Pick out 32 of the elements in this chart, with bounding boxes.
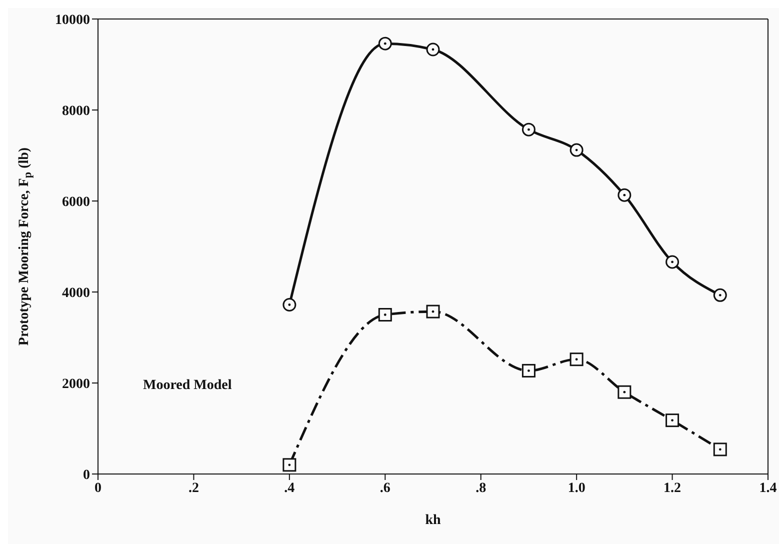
y-tick-label: 10000: [55, 12, 90, 28]
point: [522, 364, 536, 378]
point: [378, 36, 392, 50]
y-tick-label: 8000: [62, 104, 90, 119]
y-tick-label: 6000: [62, 194, 90, 210]
x-tick-label: 1.4: [759, 480, 777, 496]
x-tick-label: 0: [94, 480, 102, 496]
x-tick-label: 1.0: [568, 480, 586, 496]
point: [282, 298, 296, 312]
point: [618, 385, 632, 399]
annotation: Moored Model: [143, 378, 232, 394]
point: [522, 122, 536, 136]
point: [713, 442, 727, 456]
x-axis-title: kh: [425, 513, 441, 528]
point: [666, 255, 680, 269]
point: [570, 143, 584, 157]
y-tick-label: 4000: [62, 286, 90, 301]
y-tick-label: 0: [83, 468, 90, 483]
y-tick-label: 2000: [62, 376, 90, 392]
x-tick-label: .4: [284, 480, 295, 496]
x-tick-label: .6: [380, 480, 390, 496]
point: [426, 304, 440, 318]
x-tick-label: .2: [188, 480, 199, 496]
point: [378, 308, 392, 322]
point: [570, 352, 584, 366]
point: [426, 42, 440, 56]
x-tick-label: .8: [476, 480, 486, 496]
point: [713, 288, 727, 302]
point: [618, 188, 632, 202]
point: [282, 458, 296, 472]
x-tick-label: 1.2: [664, 480, 682, 496]
point: [666, 414, 680, 428]
